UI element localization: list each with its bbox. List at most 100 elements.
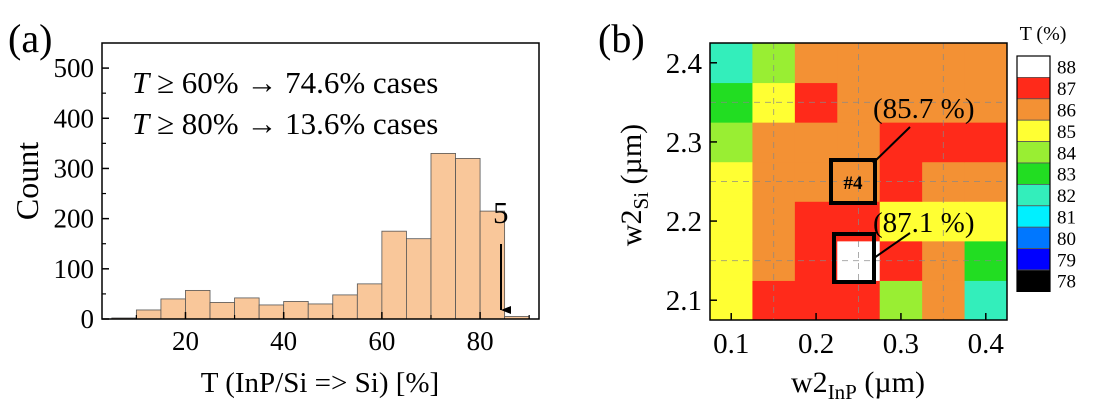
colorbar-swatch <box>1016 77 1051 100</box>
colorbar-level-label: 86 <box>1057 101 1076 122</box>
histogram-x-tick-label: 20 <box>172 326 199 356</box>
heatmap-cell <box>964 43 1008 84</box>
histogram-y-tick-label: 0 <box>81 304 95 334</box>
heatmap-y-tick-label: 2.1 <box>666 285 702 317</box>
histogram-bar <box>332 294 358 320</box>
colorbar-level-label: 83 <box>1057 165 1076 186</box>
threshold-annotation-80: T ≥ 80% → 13.6% cases <box>132 106 438 141</box>
histogram-y-axis-label: Count <box>9 142 45 220</box>
colorbar-level-label: 79 <box>1057 250 1076 271</box>
colorbar-level-label: 78 <box>1057 272 1076 293</box>
annotation-text: ≥ 60% → 74.6% cases <box>149 65 438 100</box>
heatmap-x-axis-label-unit: (µm) <box>857 366 925 399</box>
histogram-bar <box>160 298 186 320</box>
histogram-bar <box>135 309 162 320</box>
heatmap-gridlines <box>710 43 1007 320</box>
histogram-y-tick-label: 300 <box>54 153 95 183</box>
colorbar-level-label: 81 <box>1057 208 1076 229</box>
heatmap-cell <box>710 43 753 84</box>
heatmap-cell <box>794 122 838 163</box>
histogram-y-tick-label: 200 <box>54 204 95 234</box>
colorbar-level-label: 88 <box>1057 58 1076 79</box>
histogram-x-tick-label: 40 <box>270 326 297 356</box>
heatmap-y-axis-label-subscript: Si <box>629 192 653 210</box>
heatmap-y-tick-label: 2.2 <box>666 206 702 238</box>
heatmap-x-tick-label: 0.1 <box>713 328 749 360</box>
colorbar-level-label: 85 <box>1057 122 1076 143</box>
heatmap-y-axis-label: w2Si (µm) <box>615 124 653 246</box>
lower-value-label: (87.1 %) <box>873 207 974 239</box>
histogram-bar <box>356 283 383 320</box>
heatmap-cell <box>794 43 838 84</box>
histogram-axes-frame <box>101 42 540 320</box>
colorbar-level-label: 84 <box>1057 143 1077 164</box>
colorbar-swatch <box>1016 55 1051 78</box>
design-4-label: #4 <box>844 173 864 194</box>
histogram-y-tick-label: 500 <box>54 53 95 83</box>
heatmap-axes-frame <box>709 42 1008 321</box>
histogram-x-tick-label: 60 <box>368 326 395 356</box>
heatmap-cell <box>964 201 1008 242</box>
histogram-y-tick-label: 100 <box>54 254 95 284</box>
histogram-bar <box>283 301 309 320</box>
heatmap-cell <box>710 122 753 163</box>
heatmap-x-tick-label: 0.4 <box>968 328 1005 360</box>
colorbar-level-label: 80 <box>1057 229 1076 250</box>
colorbar-swatch <box>1016 205 1051 228</box>
histogram-bar <box>307 303 334 320</box>
histogram-bar <box>455 158 481 320</box>
histogram-bar <box>209 302 235 320</box>
histogram-bar <box>185 289 211 320</box>
heatmap-x-tick-label: 0.3 <box>883 328 919 360</box>
heatmap-panel: (b) 0.1 0.2 0.3 0.4 2.12.22.32.4 w2InP (µm)… <box>598 16 1077 404</box>
colorbar-swatch <box>1016 248 1051 271</box>
heatmap-y-axis-label-unit: (µm) <box>615 124 648 192</box>
histogram-x-tick-label: 80 <box>467 326 494 356</box>
colorbar-swatch <box>1016 119 1051 142</box>
annotation-variable: T <box>132 65 152 100</box>
threshold-annotation-60: T ≥ 60% → 74.6% cases <box>132 65 438 100</box>
histogram-bar <box>430 152 456 320</box>
heatmap-x-tick-label: 0.2 <box>798 328 834 360</box>
colorbar-swatch <box>1016 98 1051 121</box>
heatmap-cell <box>710 201 753 242</box>
colorbar-swatch <box>1016 162 1051 185</box>
heatmap-x-axis-label: w2InP (µm) <box>791 366 925 404</box>
colorbar-level-label: 82 <box>1057 186 1076 207</box>
heatmap-x-axis-label-subscript: InP <box>828 380 857 404</box>
heatmap-cell <box>879 43 923 84</box>
heatmap-x-ticks: 0.1 0.2 0.3 0.4 <box>713 313 1004 360</box>
histogram-bars <box>111 152 530 320</box>
annotation-variable: T <box>132 106 152 141</box>
heatmap-y-tick-label: 2.3 <box>666 127 702 159</box>
colorbar-level-label: 87 <box>1057 79 1076 100</box>
lower-callout-line <box>873 232 911 259</box>
heatmap-x-axis-label-main: w2 <box>791 366 828 399</box>
histogram-x-ticks: 20 40 60 80 <box>135 312 530 356</box>
heatmap-y-tick-label: 2.4 <box>666 48 703 80</box>
annotation-text: ≥ 80% → 13.6% cases <box>149 106 438 141</box>
colorbar-swatch <box>1016 183 1051 207</box>
histogram-bar <box>406 238 432 320</box>
design-4-highlight-box <box>829 158 877 205</box>
histogram-y-tick-label: 400 <box>54 103 95 133</box>
upper-callout-line <box>872 126 911 164</box>
heatmap-y-axis-label-main: w2 <box>615 209 648 246</box>
colorbar-title: T (%) <box>1020 23 1067 45</box>
histogram-bar <box>258 304 285 320</box>
heatmap-cell <box>794 201 838 242</box>
colorbar-swatch <box>1016 141 1051 164</box>
colorbar-swatch <box>1016 269 1051 292</box>
histogram-x-axis-label: T (InP/Si => Si) [%] <box>201 367 439 399</box>
histogram-y-ticks: 0 100 200 300 400 500 <box>54 53 109 334</box>
panel-label-b: (b) <box>598 16 645 61</box>
colorbar-swatch <box>1016 226 1051 249</box>
arrow-label-five: 5 <box>493 195 509 230</box>
panel-label-a: (a) <box>8 16 52 61</box>
heatmap-cell <box>879 201 923 242</box>
histogram-panel: (a) 20 40 60 80 0 100 200 300 400 500 T (InP/Si … <box>8 16 540 399</box>
histogram-bar <box>234 297 260 320</box>
heatmap-cell <box>964 122 1008 163</box>
